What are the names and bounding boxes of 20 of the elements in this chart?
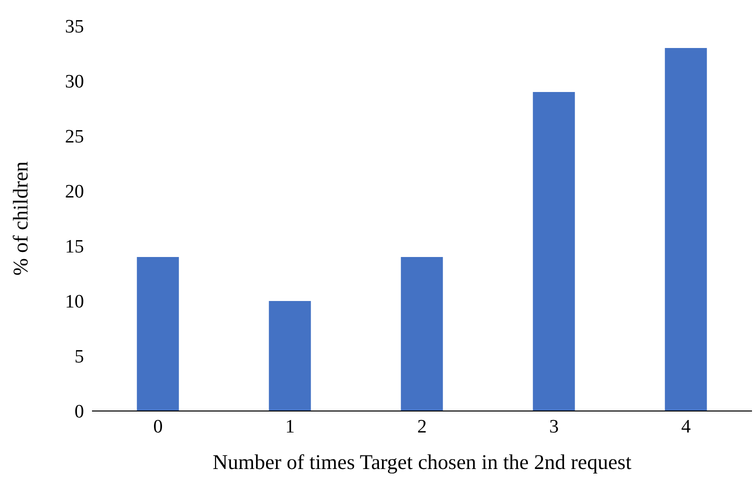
x-axis-title: Number of times Target chosen in the 2nd request	[212, 450, 632, 474]
y-tick-label: 0	[74, 402, 84, 423]
bar	[664, 48, 707, 411]
bar	[136, 257, 179, 411]
y-tick-label: 20	[65, 182, 84, 203]
x-tick-label: 1	[285, 416, 295, 438]
y-tick-label: 10	[65, 292, 84, 313]
y-tick-label: 5	[74, 346, 84, 368]
x-tick-label: 0	[153, 416, 163, 438]
x-tick-label: 3	[549, 416, 559, 438]
bar	[400, 257, 443, 411]
y-tick-label: 30	[65, 72, 84, 93]
y-tick-label: 25	[65, 126, 84, 148]
x-tick-label: 2	[417, 416, 427, 438]
y-axis-title: % of children	[8, 160, 32, 276]
bar	[532, 92, 575, 411]
bar	[268, 301, 311, 411]
x-tick-label: 4	[681, 416, 692, 438]
y-tick-label: 35	[65, 16, 84, 38]
y-tick-label: 15	[65, 236, 84, 258]
